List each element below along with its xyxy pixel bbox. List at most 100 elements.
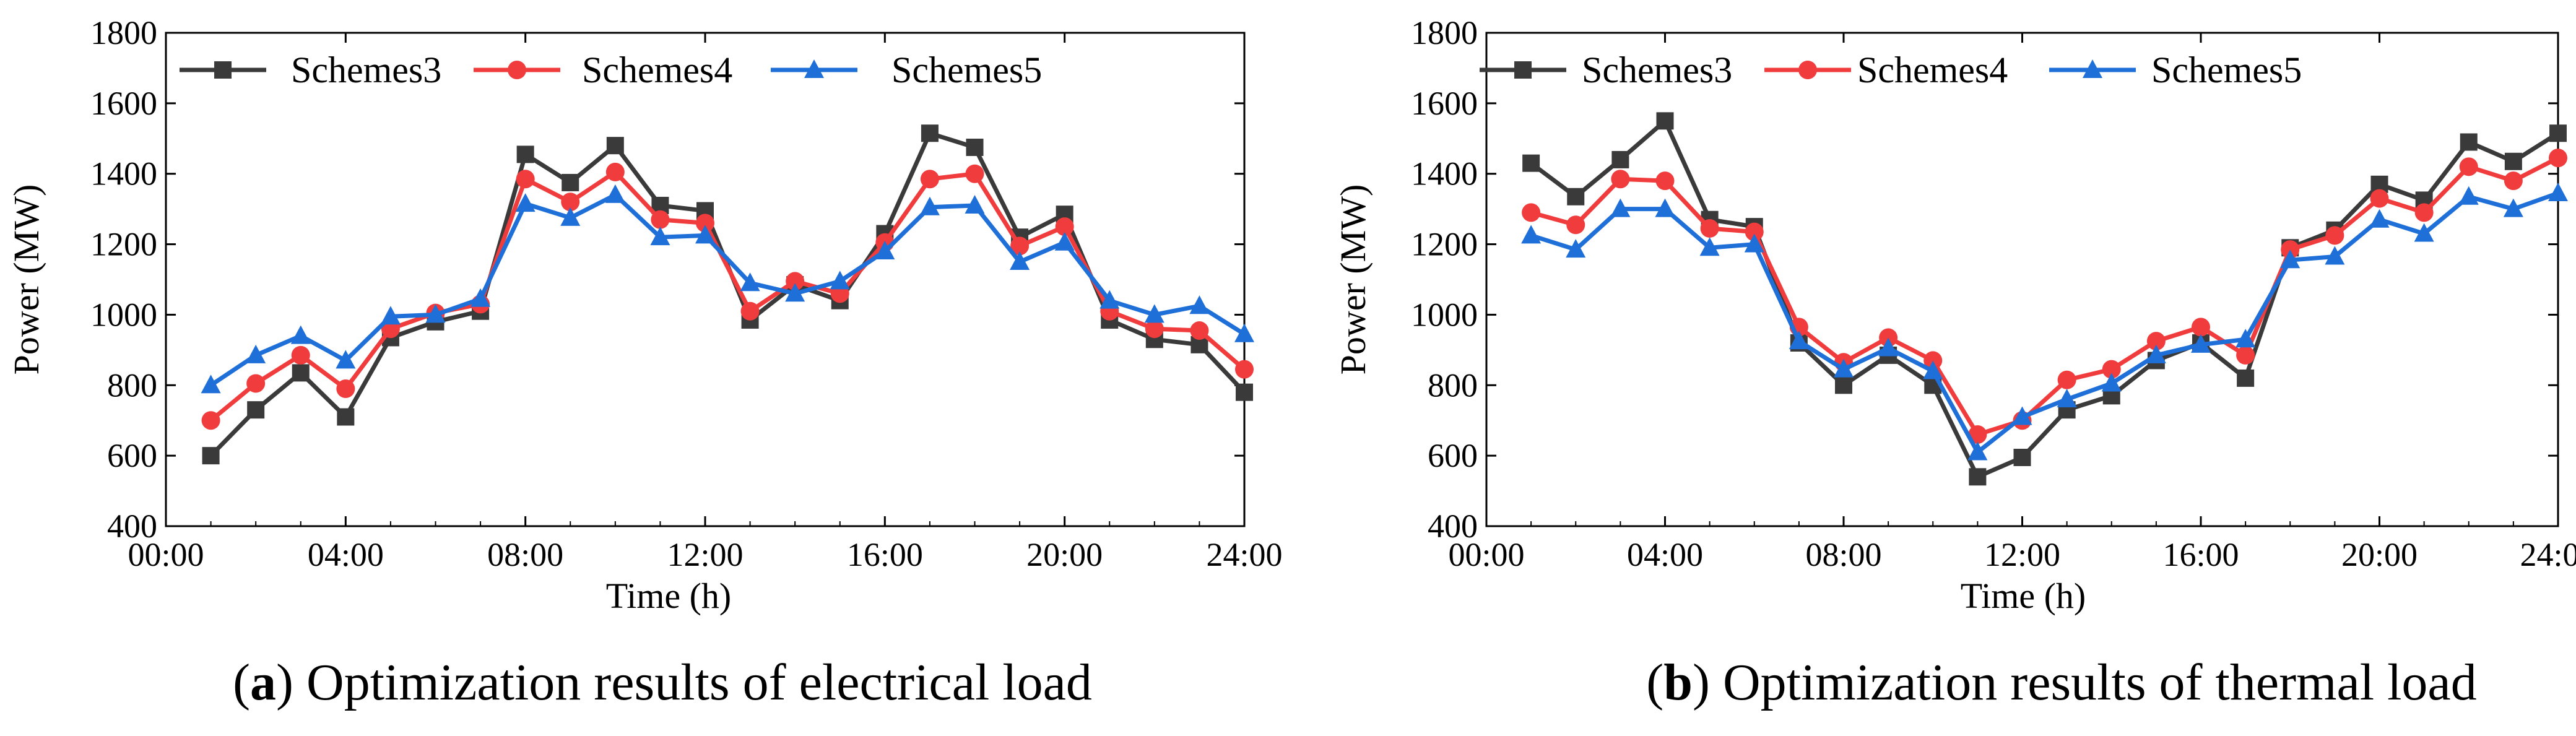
chart-panel-a: 00:00 04:00 08:00 12:00 16:00 20:00 24:00 400 60…	[6, 14, 1283, 711]
y-tick-label: 1000	[1411, 296, 1478, 333]
data-point-schemes4	[1923, 351, 1943, 370]
caption-paren-open: (	[1646, 654, 1663, 711]
data-point-schemes5	[425, 304, 446, 323]
x-tick-label: 20:00	[2341, 536, 2418, 573]
y-tick-label: 1200	[90, 226, 157, 263]
legend-marker	[508, 61, 526, 79]
data-point-schemes5	[965, 194, 985, 214]
panel-caption: (b) Optimization results of thermal load	[1646, 654, 2476, 711]
data-point-schemes5	[2280, 249, 2301, 269]
data-point-schemes5	[515, 193, 536, 212]
data-point-schemes5	[1099, 290, 1120, 309]
x-tick-label: 00:00	[128, 536, 204, 573]
series-line-schemes4	[209, 170, 1246, 422]
data-point-schemes4	[1611, 170, 1630, 189]
data-point-schemes5	[2325, 246, 2345, 265]
data-point-schemes3	[2013, 448, 2031, 466]
x-tick-label: 16:00	[2162, 536, 2239, 573]
y-tick-label: 400	[107, 508, 157, 545]
data-point-schemes5	[2191, 334, 2211, 353]
data-point-schemes4	[1566, 215, 1585, 235]
data-point-schemes3	[2237, 369, 2255, 387]
data-point-schemes4	[1522, 203, 1541, 222]
data-point-schemes4	[2504, 171, 2523, 191]
legend-label: Schemes5	[891, 50, 1042, 90]
data-point-schemes5	[650, 227, 670, 246]
data-point-schemes4	[1968, 425, 1987, 444]
data-point-schemes4	[2414, 203, 2434, 222]
data-point-schemes3	[202, 447, 220, 465]
plot-frame	[165, 32, 1246, 527]
data-point-schemes5	[830, 271, 850, 290]
data-point-schemes5	[336, 350, 356, 369]
x-tick-label: 24:00	[2520, 536, 2576, 573]
data-point-schemes4	[965, 164, 984, 183]
caption-text: Optimization results of electrical load	[306, 654, 1092, 711]
data-point-schemes5	[1967, 441, 1988, 461]
data-point-schemes4	[1655, 171, 1675, 191]
data-point-schemes5	[605, 184, 625, 203]
series-line-schemes3	[209, 131, 1246, 457]
data-point-schemes5	[2012, 406, 2032, 425]
y-tick-label: 1600	[1411, 85, 1478, 122]
data-point-schemes4	[2192, 318, 2210, 337]
y-tick-label: 1200	[1411, 226, 1478, 263]
x-tick-label: 16:00	[847, 536, 923, 573]
data-point-schemes4	[2459, 157, 2478, 176]
data-point-schemes5	[1744, 233, 1764, 253]
data-point-schemes5	[919, 196, 940, 215]
data-point-schemes4	[2102, 360, 2121, 379]
series-line-schemes5	[1530, 191, 2559, 454]
legend-marker	[1514, 61, 1532, 79]
data-point-schemes5	[2101, 373, 2122, 392]
data-point-schemes3	[1656, 112, 1674, 130]
legend-label: Schemes4	[582, 50, 732, 90]
data-point-schemes3	[292, 364, 310, 382]
panel-caption: (a) Optimization results of electrical l…	[233, 654, 1092, 711]
data-point-schemes3	[1611, 150, 1629, 168]
data-point-schemes4	[920, 170, 939, 189]
y-axis-title: Power (MW)	[1333, 184, 1373, 375]
series-line-schemes3	[1530, 118, 2559, 479]
x-tick-label: 20:00	[1026, 536, 1103, 573]
data-point-schemes5	[1054, 232, 1075, 251]
data-point-schemes5	[1699, 237, 1720, 256]
x-tick-label: 00:00	[1448, 536, 1524, 573]
data-point-schemes5	[1834, 358, 1854, 378]
data-point-schemes3	[2549, 124, 2567, 142]
data-point-schemes3	[921, 124, 939, 142]
legend-label: Schemes5	[2151, 50, 2302, 90]
data-point-schemes5	[1789, 331, 1809, 350]
data-point-schemes3	[2504, 152, 2522, 170]
legend-marker	[1798, 61, 1817, 79]
data-point-schemes5	[2548, 183, 2568, 202]
legend-marker	[804, 59, 824, 78]
data-point-schemes5	[290, 325, 311, 344]
data-point-schemes5	[2458, 186, 2479, 205]
data-point-schemes4	[651, 210, 670, 229]
legend-label: Schemes4	[1857, 50, 2008, 90]
data-point-schemes3	[966, 139, 984, 157]
x-axis-title: Time (h)	[606, 576, 732, 616]
data-point-schemes4	[605, 162, 625, 181]
data-point-schemes5	[1878, 337, 1899, 357]
x-tick-label: 08:00	[1805, 536, 1881, 573]
data-point-schemes4	[2236, 345, 2255, 365]
series-line-schemes5	[209, 193, 1246, 387]
x-axis-title: Time (h)	[1961, 576, 2086, 616]
data-point-schemes5	[246, 344, 266, 363]
x-tick-label: 04:00	[308, 536, 384, 573]
data-point-schemes4	[1010, 236, 1030, 256]
data-point-schemes5	[1189, 295, 1210, 314]
y-tick-label: 800	[1428, 366, 1478, 404]
caption-letter: a	[250, 654, 276, 711]
data-point-schemes3	[247, 401, 265, 419]
data-point-schemes3	[1236, 383, 1253, 401]
caption-paren-close: )	[1693, 654, 1723, 711]
data-point-schemes3	[337, 408, 355, 426]
data-point-schemes4	[561, 193, 580, 212]
data-point-schemes4	[2146, 332, 2166, 351]
data-point-schemes4	[1190, 321, 1209, 340]
data-point-schemes5	[1610, 198, 1631, 217]
data-point-schemes4	[786, 272, 805, 291]
